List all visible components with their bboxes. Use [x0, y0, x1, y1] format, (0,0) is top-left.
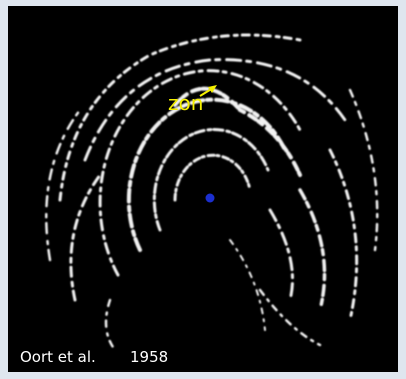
page: {"image": {"label": "zon", "caption": {"… [0, 0, 406, 379]
sun-label: zon [168, 91, 203, 115]
figure: zon Oort et al. 1958 [0, 0, 406, 379]
caption-authors: Oort et al. [20, 348, 96, 366]
sun-position [206, 194, 215, 203]
caption-year: 1958 [130, 348, 168, 366]
